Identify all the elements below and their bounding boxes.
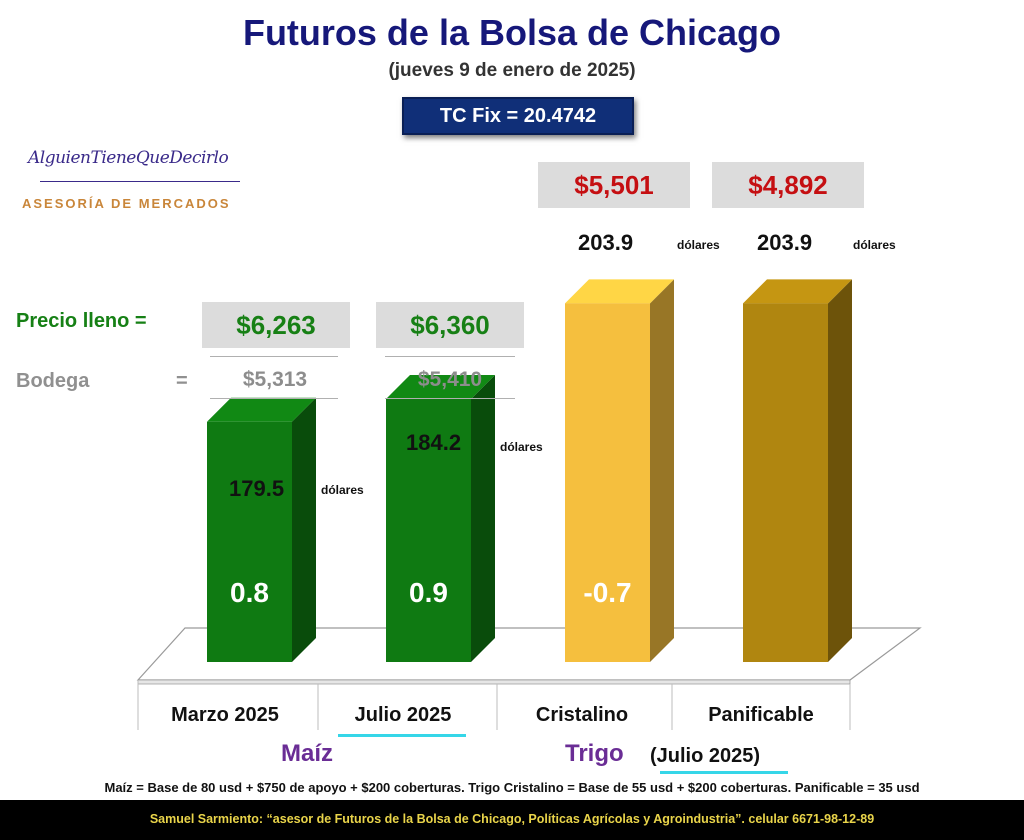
precio-lleno-label: Precio lleno = [16,310,147,332]
logo-underline [40,181,240,182]
page-subtitle: (jueves 9 de enero de 2025) [388,60,636,81]
footer-bar: Samuel Sarmiento: “asesor de Futuros de … [0,800,1024,840]
group-maiz: Maíz [281,740,334,767]
trigo-underline [660,771,788,774]
bar [743,303,828,662]
logo-text: ASESORÍA DE MERCADOS [22,196,231,211]
price-box-panificable: $4,892 [712,162,864,208]
footer-phone: celular 6671-98-12-89 [748,812,875,826]
precio-lleno-julio: $6,360 [376,302,524,348]
bodega-equals: = [176,370,188,392]
footnote: Maíz = Base de 80 usd + $750 de apoyo + … [104,780,920,795]
bodega-label: Bodega [16,370,90,392]
divider [385,398,515,399]
chart-floor-edge [137,679,851,685]
bar-unit-julio: dólares [500,440,543,454]
bar-label: 0.8 [230,577,269,608]
divider [385,356,515,357]
category-marzo: Marzo 2025 [171,704,279,726]
bar-top [386,374,495,399]
divider [210,356,338,357]
bodega-julio: $5,410 [417,368,483,391]
bar-side [471,374,495,662]
divider [210,398,338,399]
bar-side [828,279,852,662]
precio-lleno-marzo: $6,263 [202,302,350,348]
category-cristalino: Cristalino [535,704,629,726]
trigo-subtitle: (Julio 2025) [650,745,761,767]
bar-value-marzo: 179.5 [229,476,285,501]
bar [565,303,650,662]
bar-value-julio: 184.2 [406,430,462,455]
bar-value-cristalino: 203.9 [578,230,634,255]
footer-description: “asesor de Futuros de la Bolsa de Chicag… [263,812,749,826]
bar-side [292,397,316,662]
bar-top [207,397,316,422]
logo-script: AlguienTieneQueDecirlo [28,148,229,168]
bar-chart: 0.8 0.9 -0.7 [136,279,922,730]
bar-label: 0.9 [409,577,448,608]
bar-side [650,279,674,662]
price-box-cristalino: $5,501 [538,162,690,208]
page-title: Futuros de la Bolsa de Chicago [242,12,782,53]
footer-name: Samuel Sarmiento: [149,812,264,826]
bar-unit-marzo: dólares [321,483,364,497]
bar-unit-cristalino: dólares [677,238,720,252]
bodega-marzo: $5,313 [242,368,308,391]
tc-fix-badge: TC Fix = 20.4742 [402,97,634,135]
category-julio: Julio 2025 [354,704,452,726]
bar-top [565,279,674,304]
category-panificable: Panificable [708,704,814,726]
bar-top [743,279,852,304]
bar-unit-panificable: dólares [853,238,896,252]
bar-value-panificable: 203.9 [757,230,813,255]
group-trigo: Trigo [565,740,624,767]
bar-label: -0.7 [583,577,631,608]
bar [386,398,471,662]
bar [207,421,292,662]
julio-underline [338,734,466,737]
